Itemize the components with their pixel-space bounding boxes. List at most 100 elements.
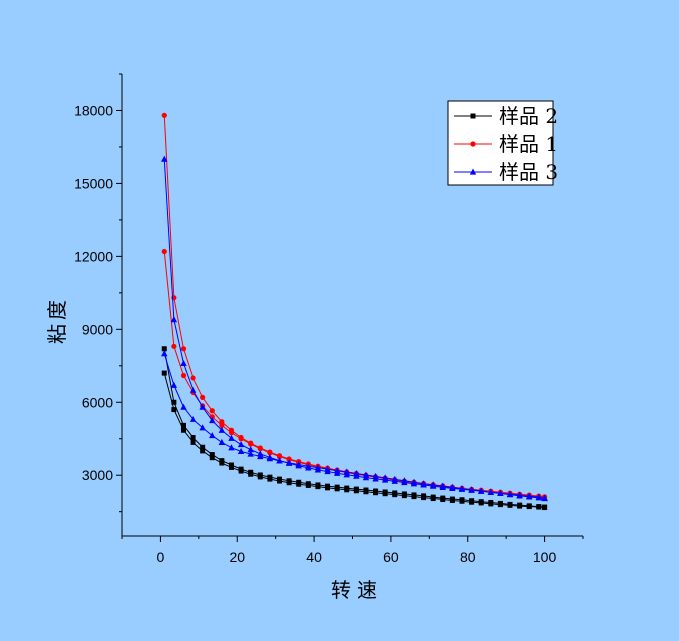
data-point [295, 461, 302, 468]
data-point [392, 492, 398, 498]
data-point [219, 422, 225, 428]
data-point [247, 450, 254, 457]
data-point [542, 505, 548, 511]
data-point [209, 452, 215, 458]
data-point [305, 462, 312, 469]
series-line [161, 350, 548, 502]
data-point [248, 471, 254, 477]
data-point [362, 471, 370, 478]
data-point [171, 343, 177, 349]
x-tick-label: 100 [533, 549, 557, 565]
series-line [161, 370, 548, 511]
data-point [363, 489, 369, 495]
data-point [257, 474, 263, 480]
data-point [420, 480, 427, 487]
data-point [190, 439, 196, 445]
data-point [526, 493, 533, 500]
data-point [180, 403, 187, 410]
data-point [296, 481, 302, 487]
data-point [440, 497, 446, 503]
x-tick-label: 0 [157, 549, 165, 565]
data-point [180, 422, 186, 428]
data-point [161, 370, 167, 376]
data-point [238, 436, 244, 442]
data-point [267, 450, 273, 456]
data-point [344, 487, 350, 493]
data-point [189, 415, 197, 422]
data-point [218, 426, 226, 433]
data-point [353, 470, 360, 477]
data-point [382, 491, 388, 497]
data-point [381, 474, 389, 481]
data-point [401, 477, 408, 484]
data-point [353, 488, 359, 494]
data-point [488, 501, 494, 507]
data-point [209, 455, 215, 461]
data-point [200, 448, 206, 454]
data-point [497, 502, 503, 508]
data-point [325, 485, 331, 491]
data-point [267, 476, 273, 482]
data-point [228, 430, 235, 436]
data-point [200, 444, 206, 450]
data-point [237, 447, 245, 454]
data-point [228, 464, 234, 470]
data-point [199, 424, 206, 431]
data-point [161, 346, 167, 352]
data-point [541, 495, 548, 502]
data-point [401, 493, 407, 499]
legend: 样品 2 样品 1 样品 3 [447, 100, 558, 186]
data-point [430, 496, 436, 502]
data-point [237, 441, 245, 448]
data-point [276, 457, 283, 464]
y-tick-label: 3000 [82, 467, 113, 483]
data-point [170, 316, 178, 323]
y-tick-label: 18000 [74, 102, 113, 118]
legend-swatch-marker [470, 113, 476, 119]
data-point [180, 346, 187, 352]
data-point [209, 432, 216, 439]
data-point [526, 504, 532, 510]
legend-box [447, 100, 554, 186]
data-point [180, 372, 187, 379]
data-point [449, 483, 456, 490]
data-point [228, 444, 235, 451]
legend-label: 样品 3 [499, 160, 558, 184]
data-point [161, 112, 167, 118]
data-point [209, 408, 215, 414]
data-point [333, 467, 341, 474]
data-point [536, 504, 542, 510]
data-point [171, 399, 177, 405]
data-point [421, 495, 427, 501]
legend-label: 样品 1 [499, 132, 558, 156]
data-point [516, 492, 523, 499]
data-point [315, 484, 321, 490]
data-point [219, 419, 225, 425]
data-point [219, 460, 225, 466]
data-point [190, 435, 196, 441]
data-point [161, 350, 168, 357]
data-point [161, 248, 167, 255]
legend-item: 样品 3 [454, 160, 558, 184]
data-point [324, 465, 331, 472]
data-point [248, 441, 254, 447]
x-tick-label: 60 [383, 549, 399, 565]
data-point [391, 475, 398, 482]
legend-label: 样品 2 [499, 104, 558, 128]
data-point [517, 503, 523, 509]
data-point [439, 482, 446, 489]
data-point [190, 375, 196, 381]
data-point [477, 487, 485, 494]
data-point [372, 472, 379, 480]
data-point [200, 394, 206, 400]
data-point [469, 499, 475, 505]
data-point [209, 417, 216, 424]
data-point [218, 438, 226, 445]
data-point [228, 434, 235, 441]
legend-item: 样品 1 [454, 132, 558, 156]
legend-swatch-marker [470, 141, 476, 147]
x-tick-label: 80 [460, 549, 476, 565]
y-tick-label: 6000 [82, 394, 113, 410]
